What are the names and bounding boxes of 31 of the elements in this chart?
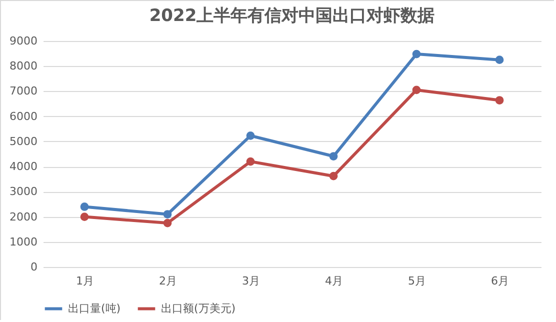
y-tick-label: 5000 — [10, 134, 38, 148]
y-tick-label: 9000 — [10, 34, 38, 48]
y-tick-label: 4000 — [10, 160, 38, 174]
x-tick-label: 1月 — [76, 274, 94, 288]
x-tick-label: 2月 — [159, 274, 177, 288]
point — [495, 56, 504, 64]
point — [80, 212, 89, 221]
y-tick-label: 2000 — [10, 210, 38, 224]
y-tick-label: 1000 — [10, 235, 38, 248]
y-tick-label: 0 — [30, 260, 38, 274]
point — [163, 210, 172, 218]
point — [495, 96, 504, 104]
point — [329, 172, 338, 180]
y-tick-label: 6000 — [10, 110, 38, 123]
point — [246, 157, 255, 166]
point — [329, 152, 338, 160]
point — [163, 218, 172, 228]
x-tick-label: 4月 — [325, 274, 343, 288]
point — [412, 50, 421, 58]
y-tick-label: 8000 — [10, 60, 38, 73]
x-tick-label: 5月 — [408, 274, 426, 288]
legend-label: 出口额(万美元) — [161, 302, 236, 315]
point — [80, 202, 89, 211]
point — [412, 86, 421, 94]
point — [246, 131, 255, 140]
x-tick-label: 3月 — [242, 274, 260, 288]
x-tick-label: 6月 — [491, 274, 509, 288]
y-tick-label: 7000 — [10, 84, 38, 98]
legend-label: 出口量(吨) — [68, 302, 121, 315]
y-tick-label: 3000 — [10, 185, 38, 198]
chart-title: 2022上半年有信对中国出口对虾数据 — [149, 6, 435, 26]
